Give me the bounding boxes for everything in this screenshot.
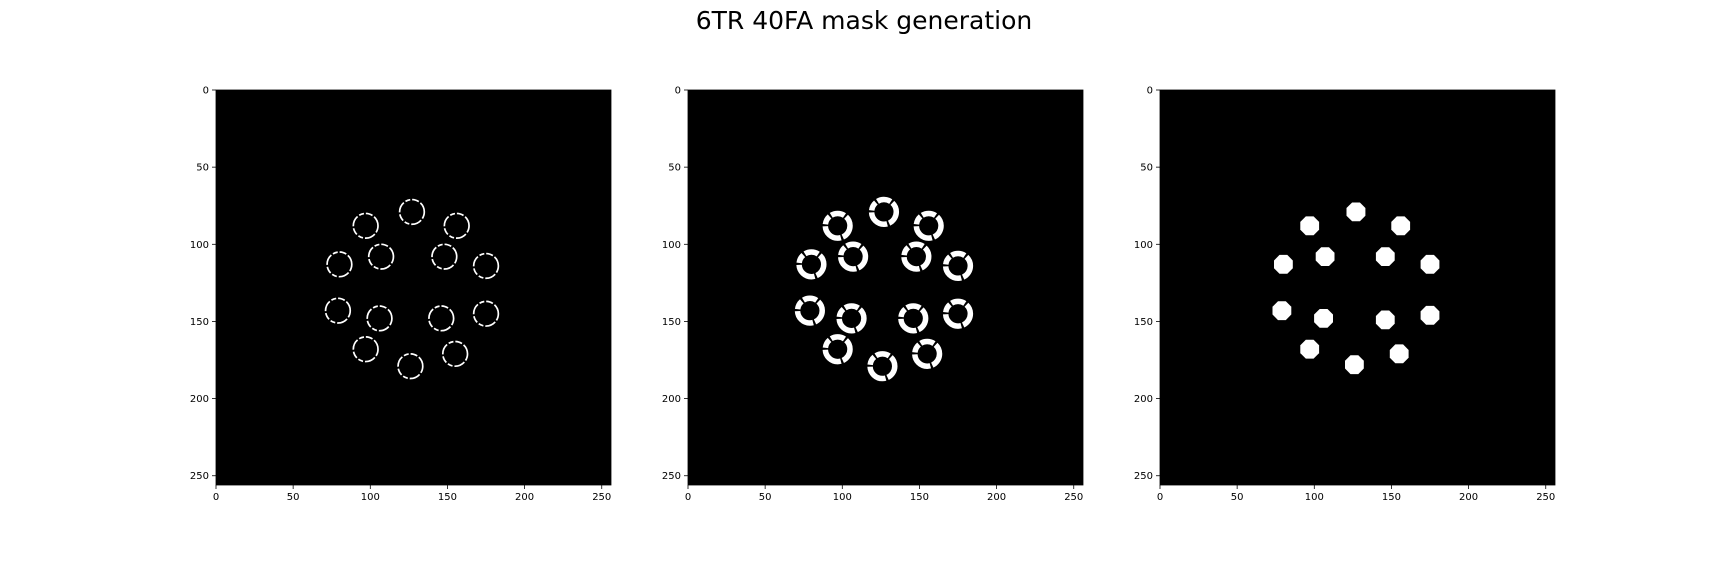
blob-1 — [1300, 216, 1320, 236]
blob-8 — [1314, 309, 1333, 328]
x-tick-label-100: 100 — [1305, 492, 1324, 503]
blob-11 — [1300, 339, 1320, 359]
y-tick-label-150: 150 — [190, 317, 209, 328]
blob-6 — [1420, 254, 1440, 274]
x-tick-label-250: 250 — [592, 492, 611, 503]
thick-ring-7 — [794, 295, 825, 326]
image-background — [216, 90, 611, 485]
x-tick-label-100: 100 — [833, 492, 852, 503]
blob-4 — [1315, 247, 1335, 266]
x-tick-label-100: 100 — [361, 492, 380, 503]
y-tick-label-50: 50 — [196, 163, 209, 174]
y-tick-label-200: 200 — [1134, 394, 1153, 405]
panel-right: 0 50 100 150 200 250 0 50 100 150 200 250 — [1134, 86, 1556, 503]
x-tick-label-150: 150 — [910, 492, 929, 503]
ring-10 — [472, 300, 500, 327]
blob-7 — [1272, 301, 1292, 321]
ring-4 — [367, 243, 395, 270]
image-background — [688, 90, 1083, 485]
x-tick-label-250: 250 — [1064, 492, 1083, 503]
image-background — [1160, 90, 1555, 485]
y-tick-label-200: 200 — [662, 394, 681, 405]
ring-2 — [443, 212, 470, 239]
thick-ring-11 — [822, 334, 853, 365]
thick-ring-4 — [838, 241, 869, 272]
axes-frame — [687, 89, 1084, 486]
thick-ring-0 — [868, 196, 900, 227]
x-tick-label-0: 0 — [685, 492, 691, 503]
thick-ring-8 — [836, 303, 867, 334]
thick-ring-5 — [901, 241, 932, 272]
x-tick-label-200: 200 — [515, 492, 534, 503]
blob-2 — [1391, 216, 1411, 236]
ring-8 — [366, 305, 393, 332]
ring-7 — [324, 297, 352, 324]
x-tick-label-200: 200 — [987, 492, 1006, 503]
ring-3 — [326, 251, 353, 278]
thick-ring-2 — [913, 210, 944, 241]
y-tick-label-0: 0 — [203, 86, 209, 97]
x-tick-label-0: 0 — [1157, 492, 1163, 503]
x-tick-label-50: 50 — [759, 492, 772, 503]
thick-ring-12 — [867, 351, 898, 382]
y-tick-label-50: 50 — [668, 163, 681, 174]
thick-ring-1 — [822, 210, 853, 241]
y-tick-label-250: 250 — [190, 471, 209, 482]
ring-1 — [352, 212, 379, 239]
axes-frame — [215, 89, 612, 486]
y-tick-label-150: 150 — [662, 317, 681, 328]
x-tick-label-0: 0 — [213, 492, 219, 503]
ring-0 — [398, 198, 426, 226]
axes-frame — [1159, 89, 1556, 486]
y-tick-label-250: 250 — [1134, 471, 1153, 482]
blob-12 — [1345, 355, 1364, 375]
y-tick-label-50: 50 — [1140, 163, 1153, 174]
figure-title: 6TR 40FA mask generation — [695, 6, 1033, 35]
blob-3 — [1274, 254, 1293, 274]
y-tick-label-0: 0 — [1147, 86, 1153, 97]
ring-5 — [431, 243, 458, 270]
y-tick-label-100: 100 — [190, 240, 209, 251]
x-tick-label-50: 50 — [1231, 492, 1244, 503]
thick-ring-9 — [898, 303, 929, 334]
panel-middle: 0 50 100 150 200 250 0 50 100 150 200 250 — [662, 86, 1084, 503]
y-tick-label-0: 0 — [675, 86, 681, 97]
thick-ring-10 — [942, 298, 974, 329]
blob-0 — [1346, 202, 1366, 222]
ring-12 — [397, 352, 424, 380]
x-tick-label-150: 150 — [438, 492, 457, 503]
ring-13 — [441, 340, 469, 368]
y-tick-label-200: 200 — [190, 394, 209, 405]
ring-9 — [428, 305, 455, 332]
y-tick-label-150: 150 — [1134, 317, 1153, 328]
thick-ring-6 — [942, 250, 974, 281]
blob-13 — [1389, 344, 1409, 364]
x-tick-label-150: 150 — [1382, 492, 1401, 503]
x-tick-label-50: 50 — [287, 492, 300, 503]
ring-6 — [472, 252, 500, 280]
ring-11 — [352, 336, 379, 363]
thick-ring-3 — [796, 249, 827, 280]
x-tick-label-200: 200 — [1459, 492, 1478, 503]
thick-ring-13 — [912, 338, 943, 369]
blob-5 — [1375, 247, 1395, 266]
blob-10 — [1420, 305, 1440, 325]
panel-left: 0 50 100 150 200 250 0 50 100 150 200 250 — [190, 86, 612, 503]
blob-9 — [1375, 310, 1395, 330]
x-tick-label-250: 250 — [1536, 492, 1555, 503]
y-tick-label-100: 100 — [662, 240, 681, 251]
y-tick-label-250: 250 — [662, 471, 681, 482]
y-tick-label-100: 100 — [1134, 240, 1153, 251]
